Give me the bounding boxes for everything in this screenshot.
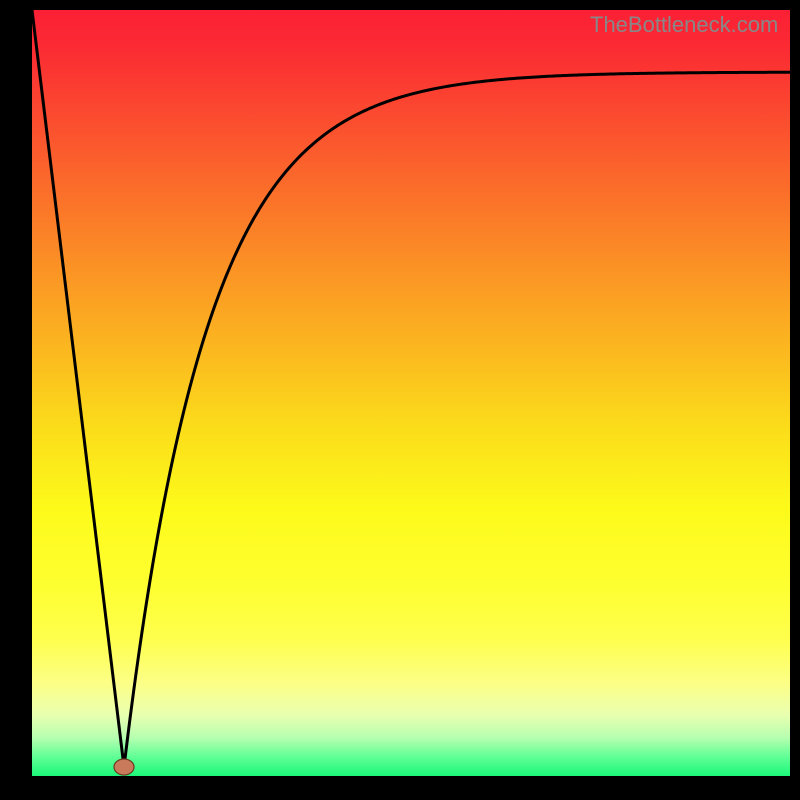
stage: TheBottleneck.com: [0, 0, 800, 800]
curve-left-branch: [32, 10, 124, 767]
frame-border-top: [0, 0, 800, 10]
frame-border-right: [790, 0, 800, 800]
chart-svg: [0, 0, 800, 800]
curve-right-branch: [124, 72, 790, 767]
frame-border-left: [0, 0, 32, 800]
watermark-text: TheBottleneck.com: [590, 12, 778, 38]
trough-marker: [114, 759, 134, 775]
frame-border-bottom: [0, 776, 800, 800]
